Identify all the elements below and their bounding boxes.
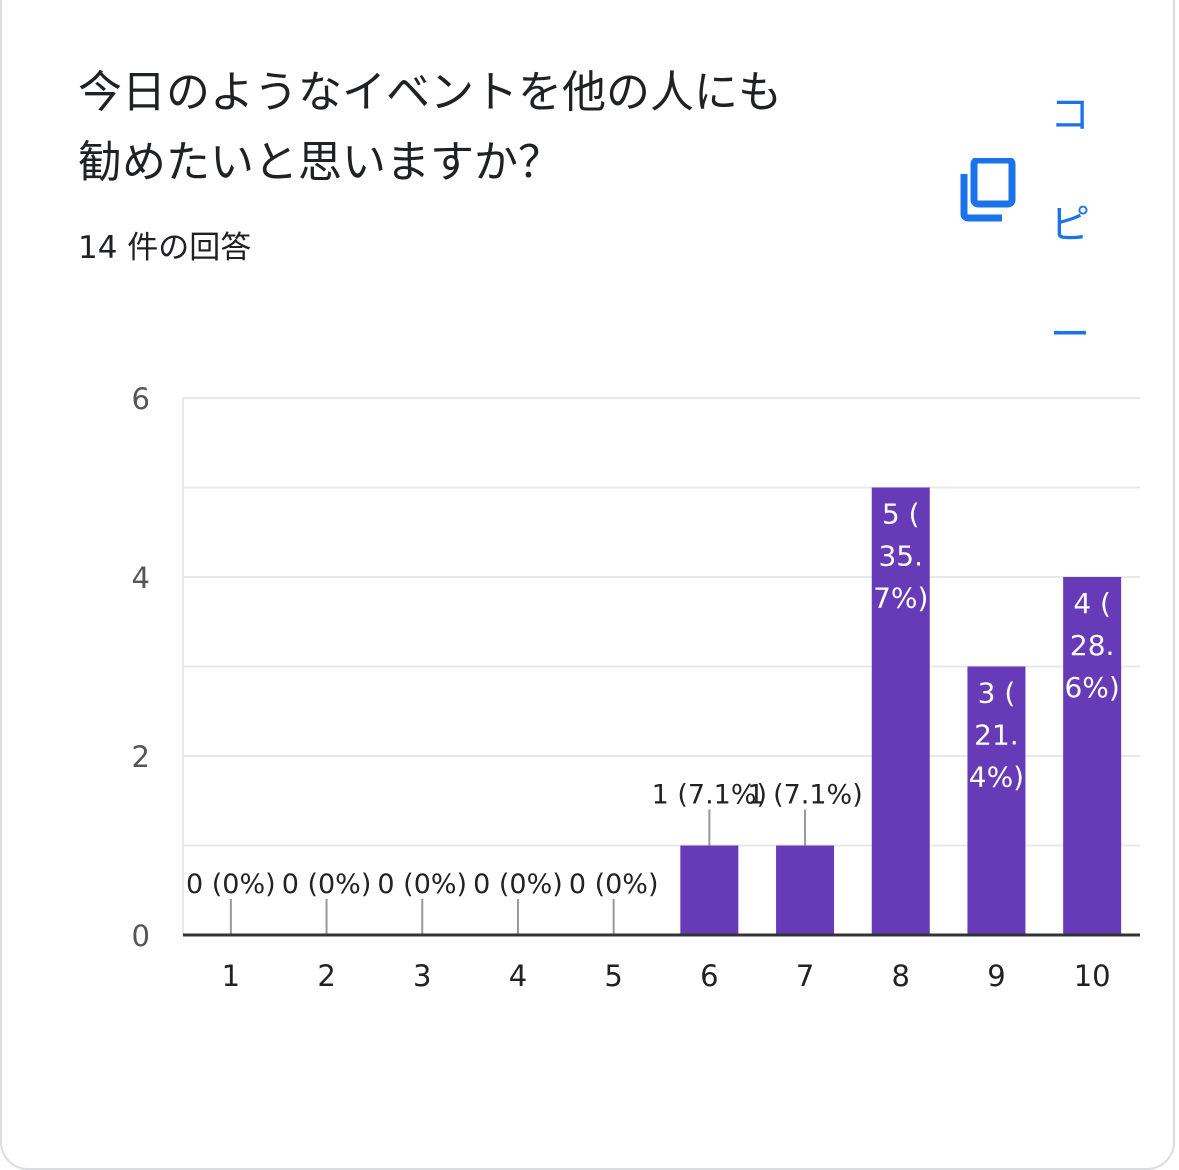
x-tick-label: 2 (317, 959, 335, 993)
question-title: 今日のようなイベントを他の人にも 勧めたいと思いますか？ (78, 67, 782, 188)
x-tick-label: 4 (509, 959, 527, 993)
data-label: 0 (0%) (282, 869, 372, 900)
copy-icon (960, 158, 1016, 222)
data-label: 0 (0%) (569, 869, 659, 900)
x-tick-label: 6 (700, 959, 718, 993)
y-tick-label: 0 (132, 919, 150, 953)
copy-button[interactable]: コ ピ ー (950, 40, 1130, 358)
data-label: 0 (0%) (186, 869, 276, 900)
bar (1063, 577, 1122, 935)
x-tick-label: 10 (1074, 959, 1111, 993)
x-tick-label: 1 (222, 959, 240, 993)
x-tick-label: 3 (413, 959, 431, 993)
response-count: 14 件の回答 (78, 230, 252, 266)
data-label: 0 (0%) (377, 869, 467, 900)
data-label: 1 (7.1%) (652, 780, 767, 811)
copy-label-char: ピ (1050, 202, 1090, 248)
y-tick-label: 2 (132, 740, 150, 774)
bar (776, 845, 835, 935)
bar (680, 845, 739, 935)
data-label: 5 (35. 7%) (873, 498, 928, 615)
x-tick-label: 9 (987, 959, 1005, 993)
data-label: 4 (28. 6%) (1064, 587, 1119, 704)
x-tick-label: 7 (796, 959, 814, 993)
copy-label: コ ピ ー (1048, 60, 1092, 390)
data-label: 0 (0%) (473, 869, 563, 900)
y-tick-label: 6 (132, 382, 150, 416)
x-tick-label: 8 (892, 959, 910, 993)
data-label: 3 (21. 4%) (969, 677, 1024, 794)
copy-label-char: ー (1050, 312, 1090, 358)
data-label: 1 (7.1%) (747, 780, 862, 811)
bar (967, 666, 1026, 935)
copy-label-char: コ (1050, 92, 1090, 138)
bar (871, 487, 930, 935)
bar-chart: 0 2 4 6 1 0 (0%) 2 0 (0%) 3 0 (0%) 4 0 (0%) 5 0 (0%) 6… (132, 382, 1140, 993)
x-tick-label: 5 (604, 959, 622, 993)
y-tick-label: 4 (132, 561, 150, 595)
